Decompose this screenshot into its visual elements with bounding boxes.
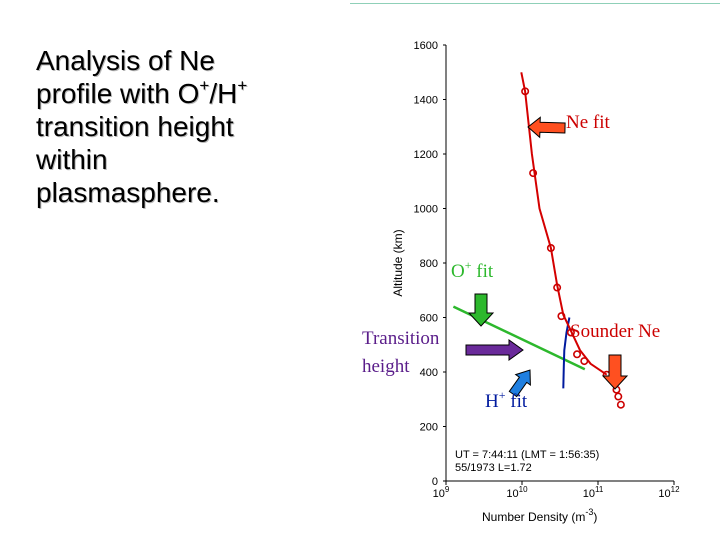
x-tick-label-0: 109	[433, 485, 450, 500]
sounder-ne-arrow	[601, 354, 629, 390]
title-line-2a: profile with O	[36, 78, 200, 109]
y-tick-label-800: 800	[420, 258, 438, 270]
annotation-transition: Transition	[362, 328, 440, 349]
sounder-ne-point-5	[566, 328, 575, 337]
y-tick-label-600: 600	[420, 313, 438, 325]
annotation-sounder-ne: Sounder Ne	[570, 321, 660, 342]
annotation-ne-fit: Ne fit	[566, 112, 611, 133]
top-rule	[350, 3, 720, 4]
x-tick-label-3: 1012	[658, 485, 680, 500]
annotation-o-fit-base: O	[451, 261, 465, 282]
annotation-h-fit-rest: fit	[506, 391, 528, 412]
sounder-ne-point-7	[580, 357, 589, 366]
title-line-4: within	[36, 144, 108, 175]
ne-fit-arrow	[527, 116, 566, 139]
y-axis-label: Altitude (km)	[391, 229, 405, 296]
annotation-h-fit: H+ fit	[485, 388, 528, 412]
y-tick-label-1200: 1200	[414, 149, 438, 161]
h-fit-line	[562, 317, 571, 389]
y-tick-label-200: 200	[420, 422, 438, 434]
annotation-ne-fit-text: Ne fit	[566, 112, 611, 133]
x-axis-label: Number Density (m-3)	[482, 507, 597, 524]
annotation-h-fit-sup: +	[499, 388, 506, 402]
h-fit-arrow	[508, 369, 531, 398]
title-sup-o: +	[199, 76, 210, 95]
sounder-ne-point-4	[557, 312, 566, 321]
arrow-layer	[465, 116, 629, 398]
y-tick-label-1000: 1000	[414, 204, 438, 216]
sounder-ne-point-3	[553, 283, 562, 292]
title-line-5: plasmasphere.	[36, 177, 220, 208]
x-axis-label-text: Number Density (m	[482, 510, 585, 524]
annotation-height: height	[362, 356, 410, 377]
slide-title: Analysis of Ne profile with O+/H+ transi…	[36, 44, 336, 209]
annotation-o-fit: O+ fit	[451, 258, 494, 282]
annotation-o-fit-sup: +	[465, 258, 472, 272]
sounder-ne-point-1	[529, 169, 538, 178]
y-tick-label-0: 0	[432, 476, 438, 488]
sounder-ne-point-11	[616, 400, 625, 409]
title-sup-h: +	[237, 76, 248, 95]
annotation-h-fit-base: H	[485, 391, 499, 412]
data-layer	[452, 72, 625, 409]
title-line-3: transition height	[36, 111, 234, 142]
sounder-ne-point-0	[521, 87, 530, 96]
y-tick-label-400: 400	[420, 367, 438, 379]
info-line-2: 55/1973 L=1.72	[455, 462, 532, 474]
info-line-1: UT = 7:44:11 (LMT = 1:56:35)	[455, 449, 599, 461]
axes-layer: 0 200 400 600 800 1000 1200 1400 1600 109 1010 1011…	[414, 40, 681, 500]
o-fit-arrow	[467, 293, 495, 327]
x-axis-label-close: )	[593, 510, 597, 524]
y-tick-label-1400: 1400	[414, 95, 438, 107]
x-axis-label-exp: -3	[585, 507, 593, 517]
title-line-2b: /H	[209, 78, 238, 109]
x-tick-label-1: 1010	[506, 485, 528, 500]
transition-height-arrow	[465, 339, 524, 361]
x-tick-label-2: 1011	[583, 485, 604, 500]
annotation-o-fit-rest: fit	[472, 261, 494, 282]
sounder-ne-point-6	[573, 350, 582, 359]
y-tick-label-1600: 1600	[414, 40, 438, 52]
title-line-1: Analysis of Ne	[36, 45, 215, 76]
sounder-ne-point-10	[614, 392, 623, 401]
sounder-ne-point-2	[546, 244, 555, 253]
